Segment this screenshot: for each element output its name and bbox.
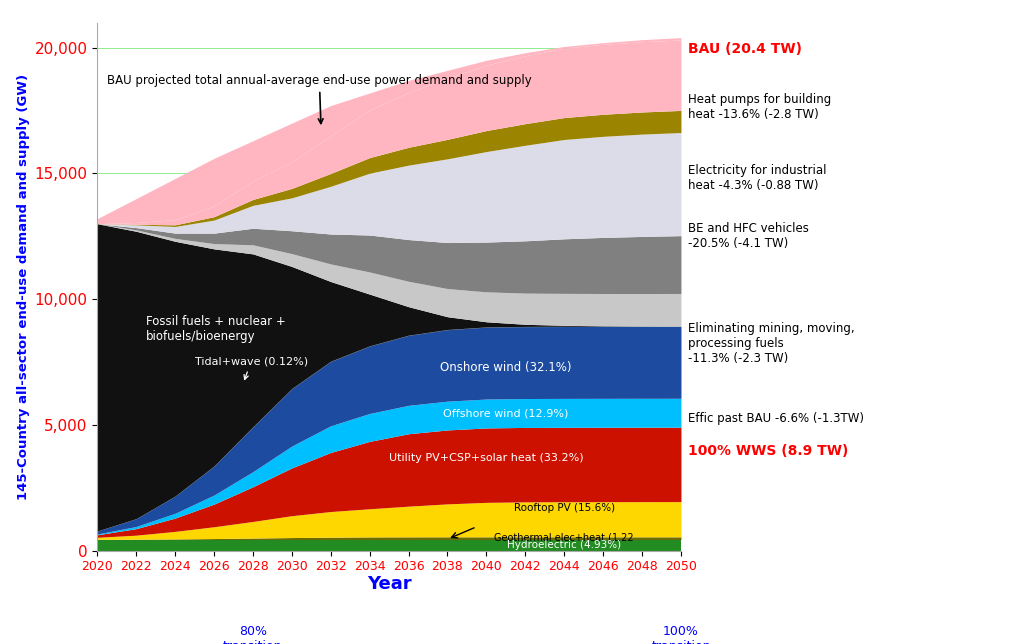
Text: Geothermal elec+heat (1.22: Geothermal elec+heat (1.22 xyxy=(495,533,634,542)
Text: Effic past BAU -6.6% (-1.3TW): Effic past BAU -6.6% (-1.3TW) xyxy=(688,412,864,425)
Text: 100%
transition: 100% transition xyxy=(651,625,711,644)
Text: 100% WWS (8.9 TW): 100% WWS (8.9 TW) xyxy=(688,444,849,459)
X-axis label: Year: Year xyxy=(367,574,412,592)
Text: BAU (20.4 TW): BAU (20.4 TW) xyxy=(688,42,802,56)
Text: Electricity for industrial
heat -4.3% (-0.88 TW): Electricity for industrial heat -4.3% (-… xyxy=(688,164,826,192)
Text: Fossil fuels + nuclear +
biofuels/bioenergy: Fossil fuels + nuclear + biofuels/bioene… xyxy=(146,316,286,343)
Text: Eliminating mining, moving,
processing fuels
-11.3% (-2.3 TW): Eliminating mining, moving, processing f… xyxy=(688,322,855,365)
Text: Rooftop PV (15.6%): Rooftop PV (15.6%) xyxy=(514,503,614,513)
Text: Offshore wind (12.9%): Offshore wind (12.9%) xyxy=(443,408,568,419)
Text: Utility PV+CSP+solar heat (33.2%): Utility PV+CSP+solar heat (33.2%) xyxy=(389,453,584,462)
Y-axis label: 145-Country all-sector end-use demand and supply (GW): 145-Country all-sector end-use demand an… xyxy=(17,73,31,500)
Text: Tidal+wave (0.12%): Tidal+wave (0.12%) xyxy=(195,357,307,379)
Text: BAU projected total annual-average end-use power demand and supply: BAU projected total annual-average end-u… xyxy=(108,74,531,124)
Text: BE and HFC vehicles
-20.5% (-4.1 TW): BE and HFC vehicles -20.5% (-4.1 TW) xyxy=(688,222,809,250)
Text: Onshore wind (32.1%): Onshore wind (32.1%) xyxy=(440,361,571,374)
Text: 80%
transition: 80% transition xyxy=(223,625,283,644)
Text: Heat pumps for building
heat -13.6% (-2.8 TW): Heat pumps for building heat -13.6% (-2.… xyxy=(688,93,831,121)
Text: Hydroelectric (4.93%): Hydroelectric (4.93%) xyxy=(507,540,622,550)
